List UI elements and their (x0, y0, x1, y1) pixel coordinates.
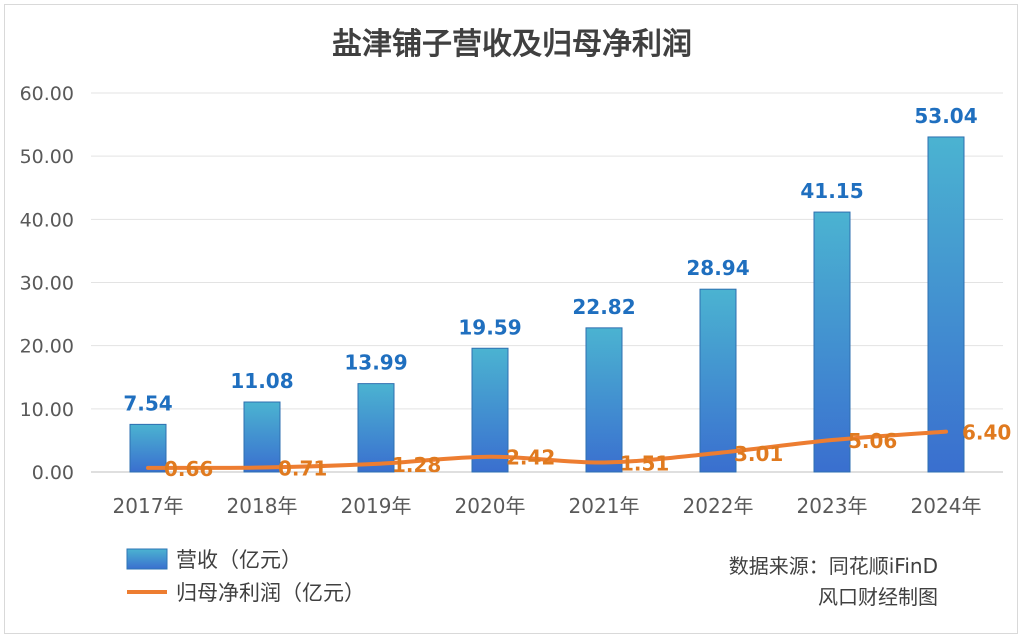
revenue-data-label: 11.08 (230, 369, 293, 393)
y-axis: 0.00 10.00 20.00 30.00 40.00 50.00 60.00 (20, 83, 74, 484)
profit-point (488, 455, 492, 459)
grid-lines (91, 92, 1003, 473)
profit-point (374, 462, 378, 466)
revenue-data-label: 28.94 (686, 256, 749, 280)
revenue-bar (585, 327, 623, 473)
credit-line: 风口财经制图 (818, 585, 938, 609)
x-tick-label: 2018年 (227, 494, 298, 518)
x-tick-label: 2024年 (911, 494, 982, 518)
profit-line (146, 429, 948, 470)
legend: 营收（亿元） 归母净利润（亿元） (126, 548, 365, 605)
revenue-data-label: 13.99 (344, 351, 407, 375)
y-tick-label: 30.00 (20, 273, 74, 295)
revenue-bar (357, 383, 395, 473)
legend-swatch-revenue (126, 548, 168, 570)
legend-label-profit: 归母净利润（亿元） (176, 581, 365, 605)
profit-point (602, 460, 606, 464)
bar-series (129, 136, 965, 473)
revenue-bar (927, 136, 965, 473)
profit-data-label: 0.71 (278, 457, 327, 481)
profit-data-label: 2.42 (506, 446, 555, 470)
profit-data-label: 3.01 (734, 442, 783, 466)
chart-title: 盐津铺子营收及归母净利润 (332, 27, 692, 62)
bar-labels: 7.54 11.08 13.99 19.59 22.82 28.94 41.15 53.04 (123, 104, 977, 415)
revenue-data-label: 7.54 (123, 391, 172, 415)
x-tick-label: 2022年 (683, 494, 754, 518)
y-tick-label: 10.00 (20, 399, 74, 421)
x-axis: 2017年 2018年 2019年 2020年 2021年 2022年 2023年 2024年 (113, 494, 982, 518)
x-tick-label: 2021年 (569, 494, 640, 518)
profit-point (260, 466, 264, 470)
profit-point (944, 430, 948, 434)
profit-data-label: 6.40 (962, 421, 1011, 445)
y-tick-label: 50.00 (20, 146, 74, 168)
profit-data-label: 5.06 (848, 429, 897, 453)
x-tick-label: 2019年 (341, 494, 412, 518)
y-tick-label: 40.00 (20, 209, 74, 231)
revenue-bar (129, 423, 167, 473)
x-tick-label: 2017年 (113, 494, 184, 518)
profit-point (146, 466, 150, 470)
line-series (146, 429, 948, 470)
line-labels: 0.66 0.71 1.28 2.42 1.51 3.01 5.06 6.40 (164, 421, 1011, 481)
profit-data-label: 0.66 (164, 457, 213, 481)
y-tick-label: 20.00 (20, 336, 74, 358)
y-tick-label: 60.00 (20, 83, 74, 105)
legend-label-revenue: 营收（亿元） (176, 548, 302, 572)
revenue-bar (471, 347, 509, 473)
revenue-bar (243, 401, 281, 473)
profit-data-label: 1.51 (620, 451, 669, 475)
revenue-data-label: 53.04 (914, 104, 977, 128)
revenue-data-label: 41.15 (800, 179, 863, 203)
x-tick-label: 2020年 (455, 494, 526, 518)
profit-data-label: 1.28 (392, 453, 441, 477)
source-line: 数据来源：同花顺iFinD (729, 554, 938, 578)
y-tick-label: 0.00 (32, 462, 74, 484)
revenue-data-label: 19.59 (458, 315, 521, 339)
chart-frame (4, 4, 1018, 634)
x-tick-label: 2023年 (797, 494, 868, 518)
revenue-bar (699, 288, 737, 473)
profit-point (830, 438, 834, 442)
profit-point (716, 451, 720, 455)
revenue-bar (813, 211, 851, 473)
revenue-data-label: 22.82 (572, 295, 635, 319)
